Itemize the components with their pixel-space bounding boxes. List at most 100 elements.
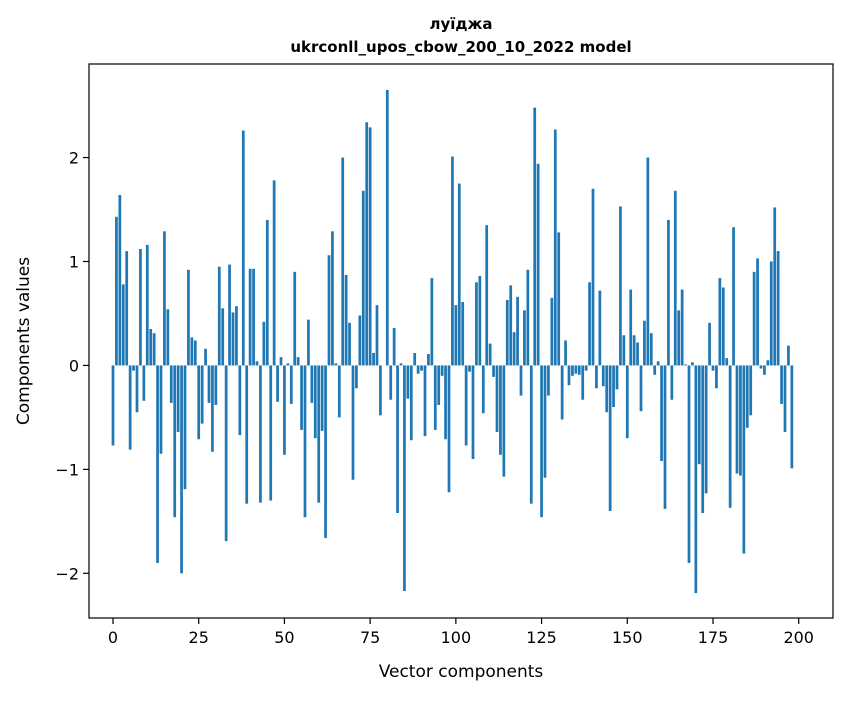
bar bbox=[413, 353, 416, 365]
bar bbox=[437, 365, 440, 405]
bar bbox=[502, 365, 505, 476]
bar bbox=[533, 108, 536, 366]
bar bbox=[225, 365, 228, 541]
bar bbox=[280, 357, 283, 365]
bar bbox=[777, 251, 780, 365]
bar bbox=[142, 365, 145, 400]
bar bbox=[554, 129, 557, 365]
bar bbox=[273, 180, 276, 365]
bar bbox=[725, 358, 728, 365]
y-axis-label: Components values bbox=[14, 257, 34, 425]
bar bbox=[430, 278, 433, 365]
bar bbox=[201, 365, 204, 423]
bar bbox=[468, 365, 471, 371]
bar bbox=[341, 158, 344, 366]
chart-title-line-1: луїджа bbox=[429, 15, 492, 33]
bar bbox=[715, 365, 718, 388]
bar bbox=[290, 365, 293, 403]
bar bbox=[328, 255, 331, 365]
x-tick-label: 200 bbox=[783, 628, 814, 647]
x-tick-label: 0 bbox=[108, 628, 118, 647]
bar bbox=[136, 365, 139, 412]
bar bbox=[718, 278, 721, 365]
bar bbox=[461, 302, 464, 365]
x-tick-label: 100 bbox=[441, 628, 472, 647]
bar bbox=[616, 365, 619, 389]
bar bbox=[184, 365, 187, 489]
bar bbox=[784, 365, 787, 432]
x-tick-label: 125 bbox=[526, 628, 557, 647]
bar bbox=[307, 320, 310, 366]
bar bbox=[568, 365, 571, 385]
bar bbox=[170, 365, 173, 402]
bar bbox=[125, 251, 128, 365]
bar bbox=[187, 270, 190, 366]
bar bbox=[221, 308, 224, 365]
bar bbox=[742, 365, 745, 553]
bar bbox=[746, 365, 749, 427]
bar bbox=[190, 337, 193, 365]
bar bbox=[629, 290, 632, 366]
bar bbox=[283, 365, 286, 454]
bar bbox=[276, 365, 279, 401]
bar bbox=[766, 360, 769, 365]
bar bbox=[736, 365, 739, 473]
bar bbox=[372, 353, 375, 365]
bar bbox=[406, 365, 409, 398]
bar bbox=[722, 287, 725, 365]
bar bbox=[362, 191, 365, 366]
bar bbox=[256, 361, 259, 365]
bar bbox=[544, 365, 547, 477]
bar bbox=[365, 122, 368, 365]
bar bbox=[146, 245, 149, 366]
bar bbox=[441, 365, 444, 375]
bar bbox=[475, 282, 478, 365]
bar bbox=[609, 365, 612, 511]
bar bbox=[132, 365, 135, 370]
bar bbox=[520, 365, 523, 395]
bar bbox=[564, 340, 567, 365]
bar bbox=[787, 346, 790, 366]
bar bbox=[770, 261, 773, 365]
bar bbox=[523, 310, 526, 365]
bar bbox=[670, 365, 673, 399]
bar bbox=[465, 365, 468, 445]
bar bbox=[376, 305, 379, 365]
bar bbox=[400, 363, 403, 365]
bar bbox=[173, 365, 176, 517]
bar bbox=[314, 365, 317, 438]
x-tick-label: 150 bbox=[612, 628, 643, 647]
bar bbox=[626, 365, 629, 438]
bar bbox=[622, 335, 625, 365]
bar bbox=[424, 365, 427, 436]
bar bbox=[636, 343, 639, 366]
bar bbox=[180, 365, 183, 573]
bar bbox=[657, 361, 660, 365]
bar bbox=[321, 365, 324, 430]
bar bbox=[204, 349, 207, 366]
bar bbox=[496, 365, 499, 432]
bar bbox=[643, 321, 646, 366]
bar bbox=[677, 310, 680, 365]
bar bbox=[266, 220, 269, 366]
bar bbox=[232, 312, 235, 365]
bar bbox=[393, 328, 396, 365]
bar bbox=[780, 365, 783, 403]
bar bbox=[550, 298, 553, 366]
bar bbox=[286, 363, 289, 365]
bar bbox=[434, 365, 437, 429]
bar bbox=[252, 269, 255, 366]
bar bbox=[688, 365, 691, 562]
bar bbox=[218, 267, 221, 366]
bar bbox=[355, 365, 358, 388]
y-tick-label: 2 bbox=[69, 149, 79, 168]
bar bbox=[410, 365, 413, 440]
bar bbox=[379, 365, 382, 415]
bar bbox=[650, 333, 653, 365]
bar bbox=[585, 365, 588, 370]
bar bbox=[149, 329, 152, 365]
bar bbox=[489, 344, 492, 366]
bar bbox=[115, 217, 118, 366]
